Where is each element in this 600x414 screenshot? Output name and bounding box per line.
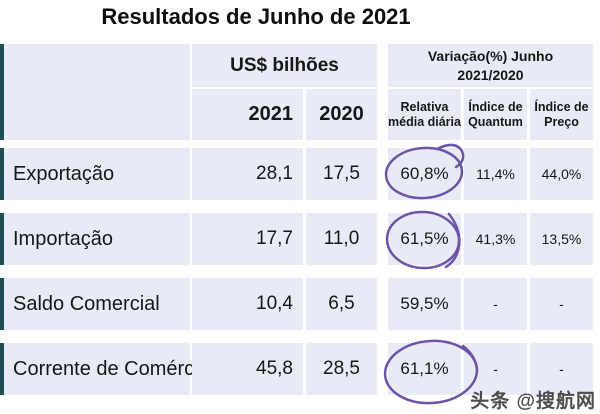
column-header-relativa: Relativa média diária [388,89,461,140]
column-header-2020: 2020 [306,89,377,140]
column-header-preco-label: Índice de Preço [534,99,589,129]
cell-exportacao-preco: 44,0% [530,148,593,200]
cell-saldo-quantum: - [464,278,527,330]
column-group-variacao: Variação(%) Junho 2021/2020 [388,44,593,87]
table-corner-cell [0,44,190,140]
row-label-saldo-comercial: Saldo Comercial [0,278,190,330]
cell-exportacao-2020: 17,5 [306,148,377,200]
cell-importacao-relativa: 61,5% [388,213,461,265]
cell-saldo-2020: 6,5 [306,278,377,330]
row-label-importacao: Importação [0,213,190,265]
watermark: 头条 @搜航网 [470,391,596,412]
column-header-preco: Índice de Preço [530,89,593,140]
cell-corrente-relativa: 61,1% [388,343,461,395]
column-header-quantum: Índice de Quantum [464,89,527,140]
accent-strip [0,278,4,330]
column-group-usd: US$ bilhões [192,44,377,87]
accent-strip [0,213,4,265]
cell-corrente-2020: 28,5 [306,343,377,395]
row-label-exportacao: Exportação [0,148,190,200]
cell-exportacao-quantum: 11,4% [464,148,527,200]
cell-corrente-preco: - [530,343,593,395]
page-title: Resultados de Junho de 2021 [101,4,411,29]
accent-strip [0,44,4,140]
column-header-quantum-label: Índice de Quantum [468,99,523,129]
cell-exportacao-relativa: 60,8% [388,148,461,200]
column-header-2021: 2021 [192,89,303,140]
cell-importacao-2020: 11,0 [306,213,377,265]
cell-saldo-preco: - [530,278,593,330]
row-label-corrente-comercio: Corrente de Comércio [0,343,210,395]
cell-saldo-relativa: 59,5% [388,278,461,330]
accent-strip [0,343,4,395]
cell-importacao-quantum: 41,3% [464,213,527,265]
cell-saldo-2021: 10,4 [192,278,303,330]
cell-exportacao-2021: 28,1 [192,148,303,200]
accent-strip [0,148,4,200]
cell-corrente-2021: 45,8 [192,343,303,395]
cell-importacao-2021: 17,7 [192,213,303,265]
column-group-variacao-label: Variação(%) Junho 2021/2020 [427,47,554,83]
cell-importacao-preco: 13,5% [530,213,593,265]
column-header-relativa-label: Relativa média diária [388,99,461,129]
